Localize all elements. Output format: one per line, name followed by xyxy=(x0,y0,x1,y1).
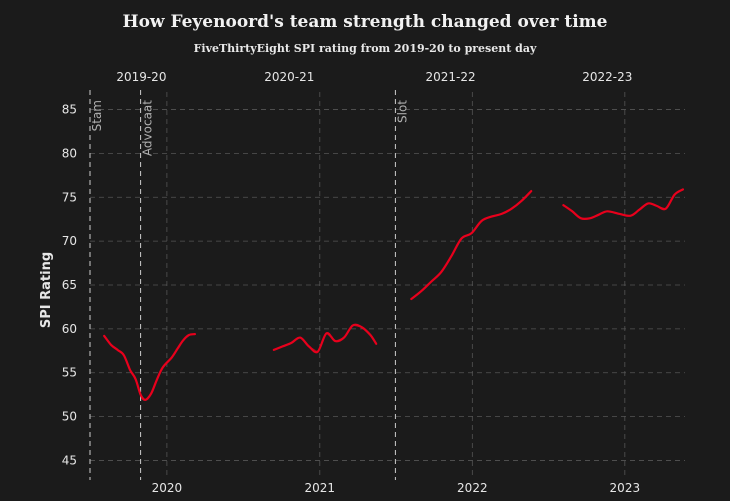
series-smoothed-line xyxy=(272,323,378,354)
series-raw-line xyxy=(273,324,377,353)
season-label: 2021-22 xyxy=(426,70,476,84)
season-label: 2019-20 xyxy=(116,70,166,84)
manager-label: Slot xyxy=(395,100,409,123)
season-label: 2022-23 xyxy=(582,70,632,84)
y-tick-label: 55 xyxy=(62,366,77,380)
series-smoothed-line xyxy=(562,188,684,221)
chart-title: How Feyenoord's team strength changed ov… xyxy=(122,12,608,32)
x-tick-label: 2022 xyxy=(457,481,488,495)
series-smoothed-line xyxy=(410,190,533,301)
x-tick-label: 2020 xyxy=(152,481,183,495)
x-tick-label: 2021 xyxy=(305,481,336,495)
series-smoothed-line xyxy=(103,333,196,401)
y-tick-label: 80 xyxy=(62,146,77,160)
y-tick-label: 75 xyxy=(62,190,77,204)
x-tick-label: 2023 xyxy=(610,481,641,495)
y-tick-label: 85 xyxy=(62,103,77,117)
y-tick-label: 45 xyxy=(62,453,77,467)
y-tick-label: 65 xyxy=(62,278,77,292)
y-tick-label: 60 xyxy=(62,322,77,336)
y-axis-title: SPI Rating xyxy=(39,252,54,328)
manager-label: Stam xyxy=(90,100,104,131)
manager-label: Advocaat xyxy=(141,100,155,156)
y-tick-label: 70 xyxy=(62,234,77,248)
season-label: 2020-21 xyxy=(264,70,314,84)
chart-subtitle: FiveThirtyEight SPI rating from 2019-20 … xyxy=(193,42,537,55)
y-tick-label: 50 xyxy=(62,410,77,424)
